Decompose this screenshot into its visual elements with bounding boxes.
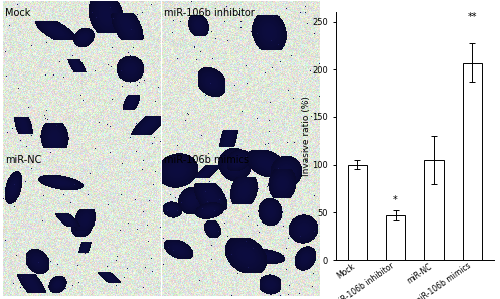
Text: *: * xyxy=(393,195,398,205)
Text: miR-106b mimics: miR-106b mimics xyxy=(164,155,249,164)
Bar xyxy=(386,215,405,260)
Bar xyxy=(348,165,366,260)
Bar xyxy=(424,160,444,260)
Text: **: ** xyxy=(468,13,477,22)
Y-axis label: Invasive ratio (%): Invasive ratio (%) xyxy=(302,96,310,176)
Text: miR-106b inhibitor: miR-106b inhibitor xyxy=(164,8,255,18)
Text: miR-NC: miR-NC xyxy=(5,155,42,164)
Text: Mock: Mock xyxy=(5,8,30,18)
Bar xyxy=(463,62,482,260)
